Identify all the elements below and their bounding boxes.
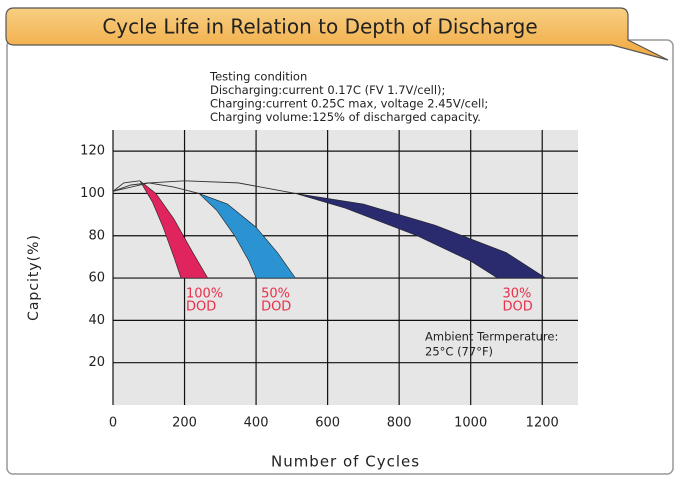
x-tick-label: 400 (244, 416, 269, 431)
series-label: DOD (186, 300, 216, 315)
annotation: Ambient Termperature: (425, 330, 558, 344)
y-tick-label: 40 (88, 313, 105, 328)
y-tick-label: 20 (88, 355, 105, 370)
note: Testing condition (209, 70, 307, 84)
series-label: 100% (186, 287, 223, 302)
y-tick-label: 100 (80, 186, 105, 201)
series-label: 50% (261, 287, 290, 302)
series-label: DOD (261, 300, 291, 315)
x-axis-label: Number of Cycles (271, 453, 420, 471)
band (295, 193, 547, 279)
lead-line (112, 180, 296, 194)
y-tick-label: 60 (88, 271, 105, 286)
series-label: 30% (503, 287, 532, 302)
x-tick-label: 800 (387, 416, 412, 431)
y-tick-label: 80 (88, 228, 105, 243)
note: Discharging:current 0.17C (FV 1.7V/cell)… (210, 83, 445, 97)
x-tick-label: 1000 (454, 416, 487, 431)
note: Charging:current 0.25C max, voltage 2.45… (210, 97, 488, 111)
y-tick-label: 120 (80, 144, 105, 159)
x-tick-label: 200 (172, 416, 197, 431)
series-label: DOD (503, 300, 533, 315)
title-banner (5, 7, 669, 61)
note: Charging volume:125% of discharged capac… (210, 110, 481, 124)
band (139, 180, 209, 279)
x-tick-label: 600 (315, 416, 340, 431)
x-tick-label: 0 (109, 416, 117, 431)
x-tick-label: 1200 (526, 416, 559, 431)
y-axis-label: Capcity(%) (26, 234, 42, 321)
band (198, 193, 297, 279)
chart-title: Cycle Life in Relation to Depth of Disch… (102, 15, 537, 39)
lead-line (112, 180, 140, 192)
annotation: 25°C (77°F) (425, 345, 493, 359)
